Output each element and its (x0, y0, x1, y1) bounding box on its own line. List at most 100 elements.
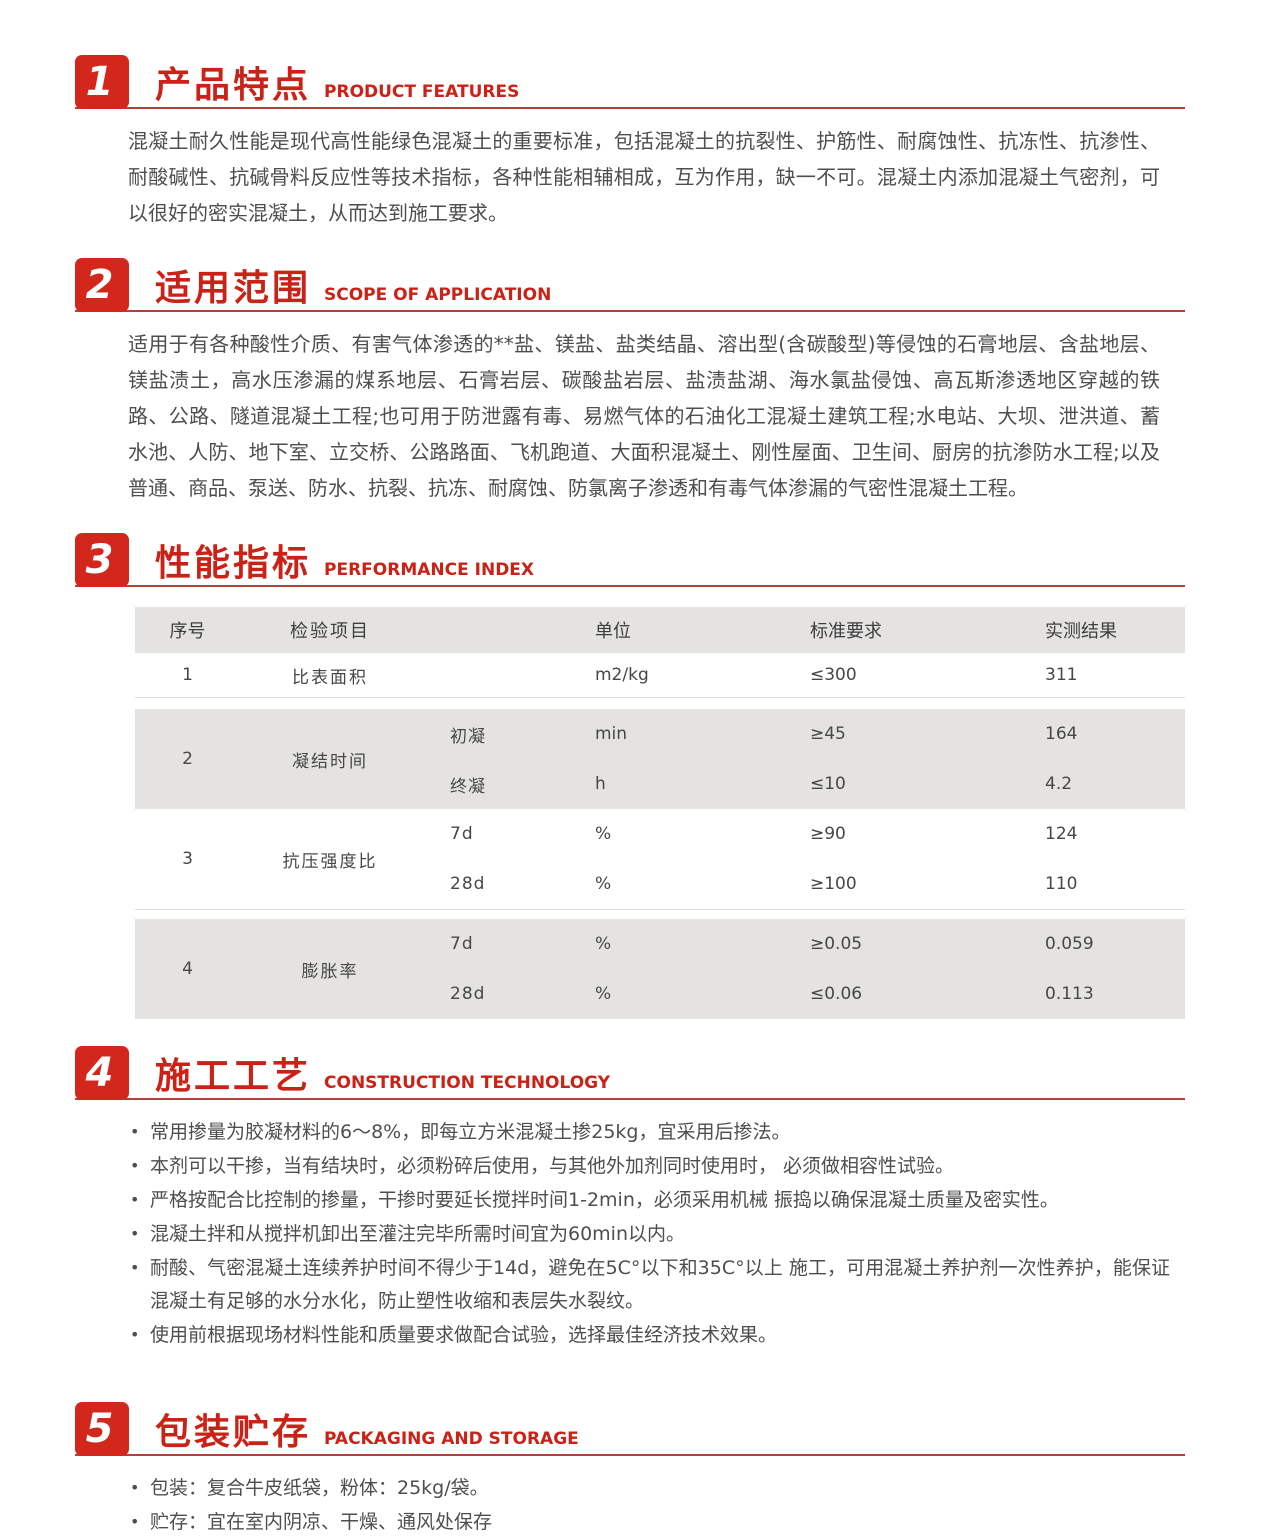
cell-standard: ≤300 (810, 665, 857, 685)
section-title-en: PACKAGING AND STORAGE (324, 1429, 579, 1450)
col-header-standard: 标准要求 (810, 621, 882, 642)
cell-unit: % (595, 934, 612, 954)
section-header: 3 性能指标 PERFORMANCE INDEX (75, 533, 1185, 587)
cell-standard: ≥0.05 (810, 934, 863, 954)
section-number: 2 (85, 262, 114, 308)
cell-item: 抗压强度比 (282, 851, 378, 872)
cell-standard: ≤10 (810, 774, 846, 794)
cell-result: 311 (1045, 665, 1078, 685)
cell-unit: % (595, 984, 612, 1004)
list-item: • 贮存：宜在室内阴凉、干燥、通风处保存 (130, 1506, 1170, 1539)
cell-standard: ≥90 (810, 824, 846, 844)
table-row: 3 抗压强度比 7d % ≥90 124 28d % ≥100 110 (135, 809, 1185, 910)
section-header: 5 包装贮存 PACKAGING AND STORAGE (75, 1402, 1185, 1457)
bullet-icon: • (130, 1224, 140, 1244)
cell-no: 4 (182, 959, 193, 979)
section-number-badge: 2 (75, 258, 129, 312)
bullet-icon: • (130, 1258, 140, 1278)
section-number-badge: 3 (75, 533, 129, 587)
bullet-icon: • (130, 1190, 140, 1210)
list-item: • 包装：复合牛皮纸袋，粉体：25kg/袋。 (130, 1472, 1170, 1505)
cell-item: 膨胀率 (301, 961, 359, 982)
section-packaging-and-storage: 5 包装贮存 PACKAGING AND STORAGE • 包装：复合牛皮纸袋… (75, 1402, 1185, 1539)
col-header-item: 检验项目 (290, 621, 370, 642)
bullet-text: 耐酸、气密混凝土连续养护时间不得少于14d，避免在5C°以下和35C°以上 施工… (150, 1257, 1170, 1313)
section-number: 3 (85, 537, 114, 583)
section-construction-technology: 4 施工工艺 CONSTRUCTION TECHNOLOGY • 常用掺量为胶凝… (75, 1046, 1185, 1352)
cell-unit: m2/kg (595, 665, 649, 685)
bullet-text: 严格按配合比控制的掺量，干掺时要延长搅拌时间1-2min，必须采用机械 振捣以确… (150, 1189, 1059, 1212)
cell-sub-name: 初凝 (450, 726, 486, 747)
section-number-badge: 4 (75, 1046, 129, 1100)
cell-result: 0.113 (1045, 984, 1094, 1004)
cell-no: 1 (182, 665, 193, 685)
table-row: 4 膨胀率 7d % ≥0.05 0.059 28d % ≤0.06 0.113 (135, 919, 1185, 1019)
section-number: 5 (85, 1406, 114, 1453)
list-item: • 混凝土拌和从搅拌机卸出至灌注完毕所需时间宜为60min以内。 (130, 1218, 1170, 1251)
col-header-no: 序号 (169, 621, 206, 642)
section-title-en: CONSTRUCTION TECHNOLOGY (324, 1073, 611, 1093)
section-paragraph: 适用于有各种酸性介质、有害气体渗透的**盐、镁盐、盐类结晶、溶出型(含碳酸型)等… (128, 332, 1160, 500)
cell-unit: % (595, 824, 612, 844)
bullet-icon: • (130, 1512, 140, 1532)
bullet-text: 使用前根据现场材料性能和质量要求做配合试验，选择最佳经济技术效果。 (150, 1324, 778, 1347)
section-title-en: PRODUCT FEATURES (324, 82, 520, 102)
cell-sub-name: 28d (450, 984, 486, 1004)
list-item: • 使用前根据现场材料性能和质量要求做配合试验，选择最佳经济技术效果。 (130, 1319, 1170, 1352)
section-number-badge: 1 (75, 55, 129, 109)
section-number: 4 (85, 1050, 114, 1096)
section-product-features: 1 产品特点 PRODUCT FEATURES 混凝土耐久性能是现代高性能绿色混… (75, 55, 1185, 231)
cell-result: 164 (1045, 724, 1078, 744)
cell-unit: % (595, 874, 612, 894)
cell-standard: ≤0.06 (810, 984, 863, 1004)
table-row: 2 凝结时间 初凝 min ≥45 164 终凝 h ≤10 4.2 (135, 709, 1185, 809)
list-item: • 本剂可以干掺，当有结块时，必须粉碎后使用，与其他外加剂同时使用时， 必须做相… (130, 1150, 1170, 1183)
cell-result: 124 (1045, 824, 1078, 844)
bullet-text: 常用掺量为胶凝材料的6～8%，即每立方米混凝土掺25kg，宜采用后掺法。 (150, 1121, 791, 1143)
cell-standard: ≥100 (810, 874, 857, 894)
section-header: 1 产品特点 PRODUCT FEATURES (75, 55, 1185, 109)
cell-result: 0.059 (1045, 934, 1094, 954)
bullet-text: 本剂可以干掺，当有结块时，必须粉碎后使用，与其他外加剂同时使用时， 必须做相容性… (150, 1155, 955, 1178)
cell-sub-name: 7d (450, 824, 474, 844)
cell-standard: ≥45 (810, 724, 846, 744)
cell-no: 2 (182, 749, 193, 769)
section-number: 1 (85, 59, 114, 105)
bullet-icon: • (130, 1122, 140, 1141)
section-header: 2 适用范围 SCOPE OF APPLICATION (75, 258, 1185, 312)
section-number-badge: 5 (75, 1402, 129, 1457)
cell-sub-name: 终凝 (450, 776, 486, 797)
bullet-icon: • (130, 1478, 140, 1498)
cell-unit: min (595, 724, 628, 744)
bullet-icon: • (130, 1156, 140, 1176)
bullet-text: 贮存：宜在室内阴凉、干燥、通风处保存 (150, 1511, 493, 1534)
performance-table: 序号 检验项目 单位 标准要求 实测结果 1 比表面积 (135, 607, 1185, 1019)
table-row: 1 比表面积 m2/kg ≤300 311 (135, 653, 1185, 698)
cell-result: 110 (1045, 874, 1078, 894)
section-title-en: PERFORMANCE INDEX (324, 560, 535, 580)
section-title-zh: 施工工艺 (155, 1056, 312, 1097)
cell-sub-name: 28d (450, 874, 486, 894)
cell-sub-name: 7d (450, 934, 474, 954)
col-header-unit: 单位 (595, 621, 631, 642)
list-item: • 耐酸、气密混凝土连续养护时间不得少于14d，避免在5C°以下和35C°以上 … (130, 1252, 1170, 1318)
bullet-list: • 常用掺量为胶凝材料的6～8%，即每立方米混凝土掺25kg，宜采用后掺法。 •… (130, 1116, 1170, 1352)
list-item: • 严格按配合比控制的掺量，干掺时要延长搅拌时间1-2min，必须采用机械 振捣… (130, 1184, 1170, 1217)
bullet-text: 混凝土拌和从搅拌机卸出至灌注完毕所需时间宜为60min以内。 (150, 1223, 686, 1246)
section-paragraph: 混凝土耐久性能是现代高性能绿色混凝土的重要标准，包括混凝土的抗裂性、护筋性、耐腐… (128, 129, 1160, 225)
section-header: 4 施工工艺 CONSTRUCTION TECHNOLOGY (75, 1046, 1185, 1100)
cell-item: 凝结时间 (292, 751, 368, 772)
section-title-zh: 产品特点 (155, 65, 312, 106)
section-performance-index: 3 性能指标 PERFORMANCE INDEX 序号 检验项目 单位 标准要求… (75, 533, 1185, 1019)
section-title-zh: 包装贮存 (155, 1412, 312, 1454)
bullet-icon: • (130, 1325, 140, 1345)
bullet-text: 包装：复合牛皮纸袋，粉体：25kg/袋。 (150, 1477, 489, 1500)
cell-no: 3 (182, 849, 193, 869)
cell-item: 比表面积 (292, 667, 368, 688)
list-item: • 常用掺量为胶凝材料的6～8%，即每立方米混凝土掺25kg，宜采用后掺法。 (130, 1116, 1170, 1149)
cell-result: 4.2 (1045, 774, 1073, 794)
section-title-en: SCOPE OF APPLICATION (324, 285, 552, 305)
section-title-zh: 适用范围 (155, 268, 312, 309)
section-scope-of-application: 2 适用范围 SCOPE OF APPLICATION 适用于有各种酸性介质、有… (75, 258, 1185, 506)
